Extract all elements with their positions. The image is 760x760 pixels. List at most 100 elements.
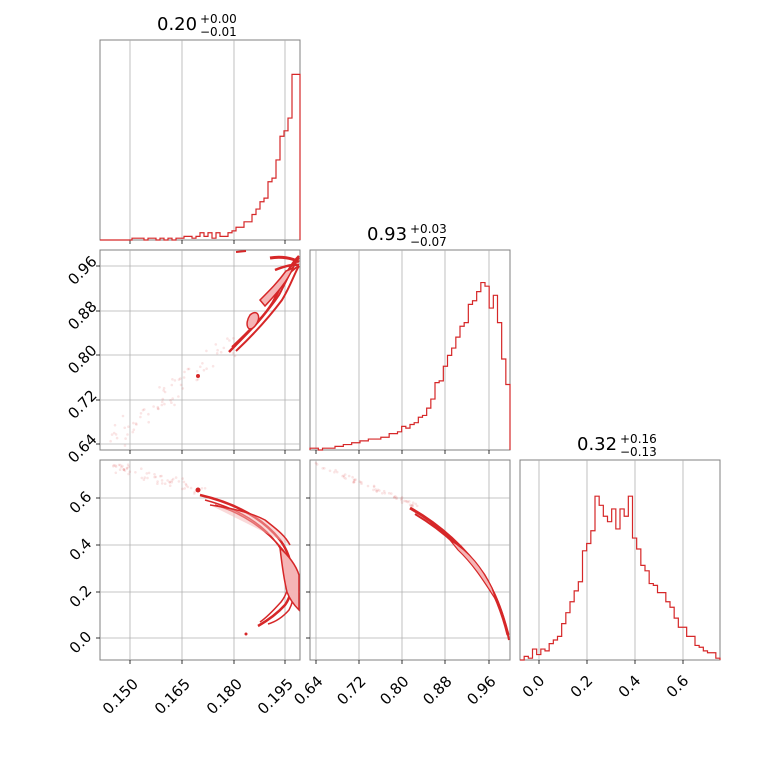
sample-point [160,474,163,478]
sample-point [153,473,156,476]
sample-point [112,463,116,467]
sample-point [366,484,370,488]
density-contours-2-1 [409,506,510,641]
sample-point [161,400,164,404]
sample-point [143,476,147,479]
sample-point [195,378,198,382]
sample-point [193,492,196,495]
hist-2-steps [520,495,721,661]
sample-point [122,468,126,472]
sample-point [159,474,162,478]
sample-point [393,496,396,499]
sample-point [314,461,318,465]
sample-point [321,467,325,470]
sample-point [387,491,391,495]
sample-point [193,490,196,494]
sample-point [140,467,143,471]
sample-point [162,389,165,392]
sample-point [200,487,204,490]
sample-point [114,465,118,468]
sample-point [161,397,165,401]
sample-point [222,346,226,350]
sample-point [352,481,356,484]
sample-point [160,482,164,485]
sample-point [181,487,184,491]
sample-point [170,479,174,482]
hist-0-steps [100,73,301,241]
sample-point [177,395,180,398]
sample-point [156,482,159,486]
sample-point [404,499,408,503]
sample-point [383,491,387,495]
sample-point [378,489,381,492]
sample-point [173,379,177,382]
sample-point [202,368,206,372]
sample-point [328,469,332,473]
sample-point [187,367,191,371]
sample-point [228,339,231,342]
sample-point [333,470,336,474]
sample-point [166,479,169,482]
sample-point [109,439,112,443]
sample-point [195,370,199,373]
sample-point [360,482,363,486]
sample-point [183,370,186,374]
sample-point [123,444,127,447]
sample-point [177,480,181,483]
sample-point [115,436,119,440]
title-param-0: 0.20 [157,14,197,35]
sample-point [203,487,207,490]
sample-point [110,433,114,436]
sample-point [147,471,151,475]
sample-point [153,475,156,479]
sample-point [113,423,117,427]
sample-point [342,474,346,478]
sample-point [170,401,173,405]
panel-hist-1 [309,249,511,454]
sample-point [411,505,414,508]
sample-point [183,487,186,490]
sample-point [114,464,117,467]
sample-point [152,405,155,408]
sample-point [232,337,235,340]
sample-point [157,407,160,411]
sample-point [160,479,164,482]
sample-point [171,477,175,481]
sample-point [395,497,398,501]
sample-point [372,484,376,488]
sample-point [132,421,135,425]
sample-point [395,496,398,499]
sample-point [179,377,182,380]
sample-point [154,475,158,479]
sample-point [360,480,363,484]
sample-point [139,415,142,419]
sample-point [341,474,344,478]
sample-point [125,467,129,470]
sample-point [143,408,146,411]
sample-point [185,484,188,487]
x-tick-labels-param1: 0.64 0.72 0.80 0.88 0.96 [290,672,499,708]
sample-point [347,474,351,478]
panel-hist-0 [99,39,301,244]
sample-point [122,467,126,471]
sample-point [219,350,223,354]
sample-point [134,471,137,474]
sample-point [352,478,356,482]
sample-point [380,492,384,495]
hist-1-steps [309,281,511,451]
sample-point [125,466,129,470]
sample-point [233,354,237,358]
sample-point [182,376,186,379]
sample-point [344,477,347,480]
sample-point [216,348,219,352]
sample-point [156,405,160,409]
sample-point [410,503,414,507]
sample-point [128,470,132,474]
sample-point [390,492,393,495]
sample-point [171,378,174,381]
sample-point [121,464,124,468]
sample-point [131,430,135,434]
sample-point [141,408,145,412]
sample-point [376,488,380,492]
sample-point [132,428,136,432]
